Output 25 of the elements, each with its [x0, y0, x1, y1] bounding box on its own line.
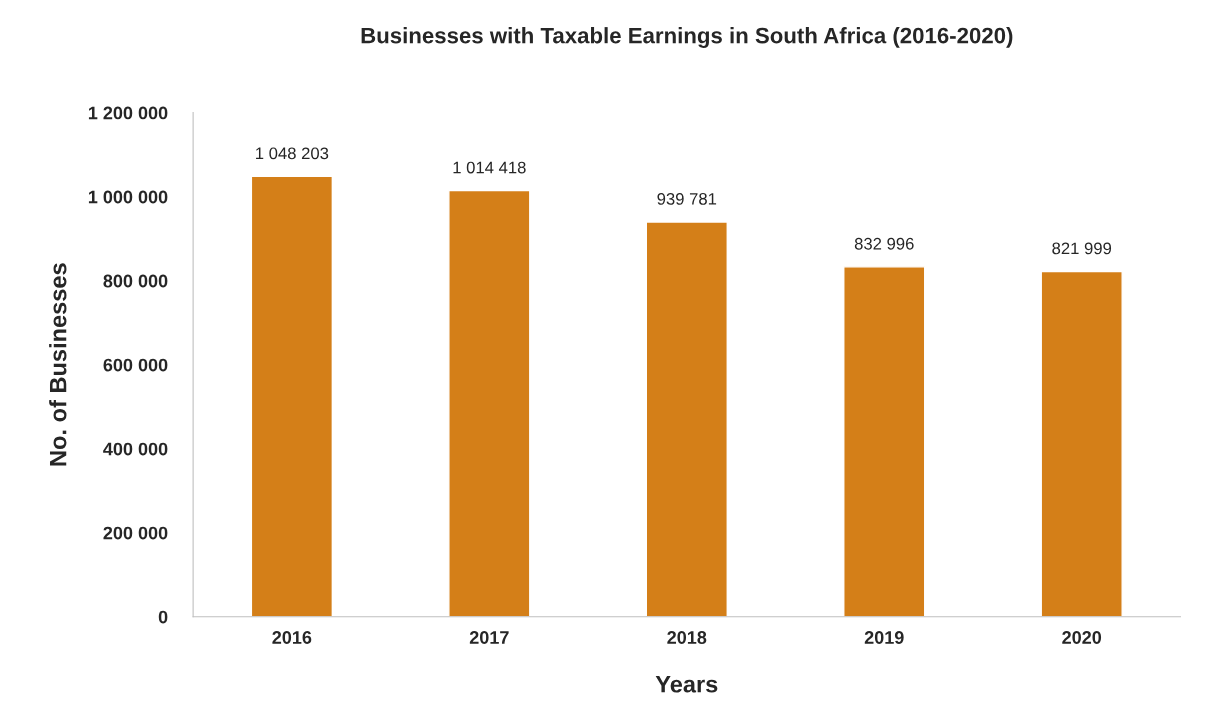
chart-title: Businesses with Taxable Earnings in South Africa (2016-2020) [361, 27, 1013, 48]
bar [448, 189, 531, 617]
data-label: 1 014 418 [453, 161, 526, 174]
data-label: 1 048 203 [256, 147, 329, 160]
x-tick-label: 2018 [667, 631, 707, 644]
y-tick-label: 800 000 [103, 274, 168, 288]
x-tick-label: 2017 [469, 631, 509, 644]
x-tick-label: 2016 [272, 631, 312, 644]
y-tick-label: 1 000 000 [88, 190, 168, 204]
y-axis-title: No. of Businesses [49, 263, 67, 466]
bar [645, 221, 728, 617]
y-tick-label: 600 000 [103, 358, 168, 372]
x-axis-title: Years [655, 676, 718, 693]
data-label: 821 999 [1052, 242, 1112, 255]
bar [250, 175, 334, 617]
x-tick-label: 2019 [864, 631, 904, 644]
y-tick-label: 1 200 000 [88, 106, 168, 120]
y-tick-label: 200 000 [103, 526, 168, 540]
data-label: 939 781 [657, 192, 717, 205]
data-label: 832 996 [854, 237, 914, 250]
y-tick-label: 400 000 [103, 442, 168, 456]
bar [1040, 270, 1123, 617]
x-tick-label: 2020 [1062, 631, 1102, 644]
bar [843, 266, 926, 617]
y-tick-label: 0 [158, 610, 168, 624]
